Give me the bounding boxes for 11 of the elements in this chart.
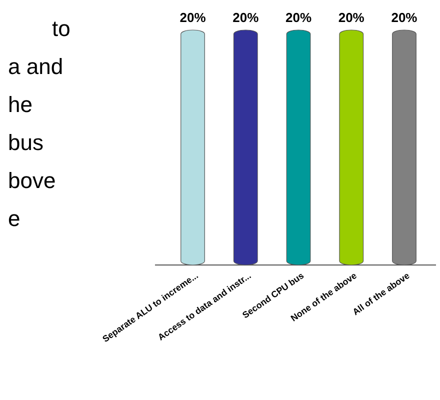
text: he [8,92,32,117]
text: e [8,206,20,231]
data-label: 20% [285,10,312,25]
text: a and [8,54,64,79]
data-label: 20% [180,10,206,25]
data-label: 20% [391,10,418,25]
data-label: 20% [232,10,260,25]
text: bove [8,168,56,193]
text: to [52,16,70,41]
data-label: 20% [338,10,365,25]
text: bus [8,130,44,155]
